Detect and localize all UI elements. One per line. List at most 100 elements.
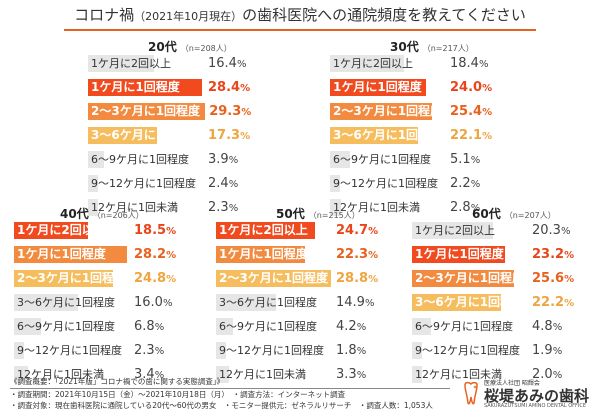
- bar: [14, 342, 24, 359]
- value-label: 16.0%: [134, 295, 173, 310]
- bar: [330, 127, 419, 144]
- value-label: 2.8%: [450, 200, 481, 215]
- category-label: 2～3ケ月に1回程度: [17, 271, 127, 285]
- category-label: 12ケ月に1回未満: [17, 368, 104, 381]
- bar: [330, 79, 426, 96]
- category-label: 6～9ケ月に1回程度: [219, 320, 317, 333]
- clinic-logo: 医療法人社団 昭輝会 桜堤あみの歯科 SAKURAZUTSUMI AMINO D…: [462, 378, 592, 410]
- chart-title: 40代 （n=206人）: [60, 205, 144, 222]
- value-label: 28.4%: [208, 80, 251, 95]
- survey-footer: 《調査概要：「2021年版」コロナ禍での歯に関する実態調査」》 ・調査期間：20…: [10, 376, 450, 411]
- category-label: 3～6ケ月に1回程度: [219, 296, 317, 309]
- survey-method: ・調査方法：インターネット調査: [232, 390, 346, 399]
- value-label: 3.3%: [336, 367, 367, 382]
- category-label: 6～9ケ月に1回程度: [17, 320, 115, 333]
- survey-target: ・調査対象：現在歯科医院に通院している20代～60代の男女: [10, 401, 217, 410]
- category-label: 9～12ケ月に1回程度: [415, 344, 520, 357]
- chart-title-label: 50代: [276, 207, 305, 221]
- category-label: 1ケ月に1回程度: [219, 247, 308, 261]
- bar: [216, 222, 315, 239]
- page-title: コロナ禍（2021年10月現在）の歯科医院への通院頻度を教えてください: [64, 3, 536, 31]
- bar: [88, 127, 158, 144]
- value-label: 1.8%: [336, 343, 367, 358]
- category-label: 3～6ケ月に1回程度: [91, 128, 201, 142]
- category-label: 9～12ケ月に1回程度: [333, 177, 438, 190]
- bar: [412, 270, 515, 287]
- category-label: 1ケ月に1回程度: [91, 80, 180, 94]
- bar: [412, 318, 432, 335]
- title-date: （2021年10月現在）: [134, 10, 243, 23]
- value-label: 1.9%: [532, 343, 563, 358]
- chart-title: 60代 （n=207人）: [472, 205, 556, 222]
- bar: [88, 103, 206, 120]
- bar: [412, 342, 422, 359]
- chart-sample-size: （n=207人）: [504, 211, 556, 220]
- bar: [88, 79, 202, 96]
- bar: [330, 175, 340, 192]
- bar: [216, 342, 226, 359]
- tooth-logo-icon: [464, 381, 478, 405]
- bar: [216, 270, 332, 287]
- category-label: 1ケ月に2回以上: [219, 223, 308, 237]
- category-label: 9～12ケ月に1回程度: [91, 177, 196, 190]
- category-label: 6～9ケ月に1回程度: [415, 320, 513, 333]
- category-label: 6～9ケ月に1回程度: [333, 153, 431, 166]
- category-label: 12ケ月に1回未満: [91, 201, 178, 214]
- category-label: 1ケ月に2回以上: [415, 224, 495, 237]
- chart-title: 20代 （n=208人）: [148, 38, 232, 55]
- value-label: 28.8%: [336, 271, 379, 286]
- bar: [88, 175, 98, 192]
- bar: [412, 222, 494, 239]
- chart-title-label: 40代: [60, 207, 89, 221]
- bar: [14, 294, 78, 311]
- value-label: 17.3%: [208, 128, 251, 143]
- value-label: 4.2%: [336, 319, 367, 334]
- bar: [14, 318, 42, 335]
- value-label: 18.4%: [450, 56, 489, 71]
- category-label: 1ケ月に2回以上: [333, 57, 413, 70]
- value-label: 2.0%: [532, 367, 563, 382]
- value-label: 22.1%: [450, 128, 493, 143]
- value-label: 24.0%: [450, 80, 493, 95]
- title-question: の歯科医院への通院頻度を教えてください: [242, 6, 526, 24]
- category-label: 12ケ月に1回未満: [219, 368, 306, 381]
- clinic-corp: 医療法人社団 昭輝会: [484, 380, 540, 387]
- value-label: 2.4%: [208, 176, 239, 191]
- chart-sample-size: （n=215人）: [308, 211, 360, 220]
- category-label: 1ケ月に2回以上: [17, 223, 106, 237]
- value-label: 14.9%: [336, 295, 375, 310]
- value-label: 20.3%: [532, 223, 571, 238]
- category-label: 3～6ケ月に1回程度: [17, 296, 115, 309]
- title-main: コロナ禍: [74, 6, 135, 24]
- value-label: 22.3%: [336, 247, 379, 262]
- category-label: 3～6ケ月に1回程度: [415, 295, 525, 309]
- bar: [216, 318, 233, 335]
- bar: [14, 222, 88, 239]
- chart-sample-size: （n=208人）: [180, 44, 232, 53]
- category-label: 1ケ月に1回程度: [333, 80, 422, 94]
- value-label: 28.2%: [134, 247, 177, 262]
- bar: [14, 246, 127, 263]
- value-label: 25.6%: [532, 271, 575, 286]
- category-label: 6～9ケ月に1回程度: [91, 153, 189, 166]
- bar: [88, 55, 154, 72]
- category-label: 2～3ケ月に1回程度: [415, 271, 525, 285]
- clinic-name-en: SAKURAZUTSUMI AMINO DENTAL OFFICE: [484, 403, 587, 409]
- value-label: 3.4%: [134, 367, 165, 382]
- bar: [412, 366, 422, 383]
- bar: [412, 246, 505, 263]
- chart-title-label: 20代: [148, 40, 177, 54]
- value-label: 16.4%: [208, 56, 247, 71]
- value-label: 6.8%: [134, 319, 165, 334]
- bar: [330, 103, 432, 120]
- value-label: 24.7%: [336, 223, 379, 238]
- clinic-name: 桜堤あみの歯科: [484, 387, 590, 405]
- category-label: 12ケ月に1回未満: [415, 368, 502, 381]
- survey-period: ・調査期間：2021年10月15日（金）～2021年10月18日（月）: [10, 390, 226, 399]
- value-label: 2.3%: [134, 343, 165, 358]
- chart-title-label: 60代: [472, 207, 501, 221]
- value-label: 25.4%: [450, 104, 493, 119]
- chart-title: 50代 （n=215人）: [276, 205, 360, 222]
- category-label: 1ケ月に1回程度: [17, 247, 106, 261]
- bar: [330, 151, 351, 168]
